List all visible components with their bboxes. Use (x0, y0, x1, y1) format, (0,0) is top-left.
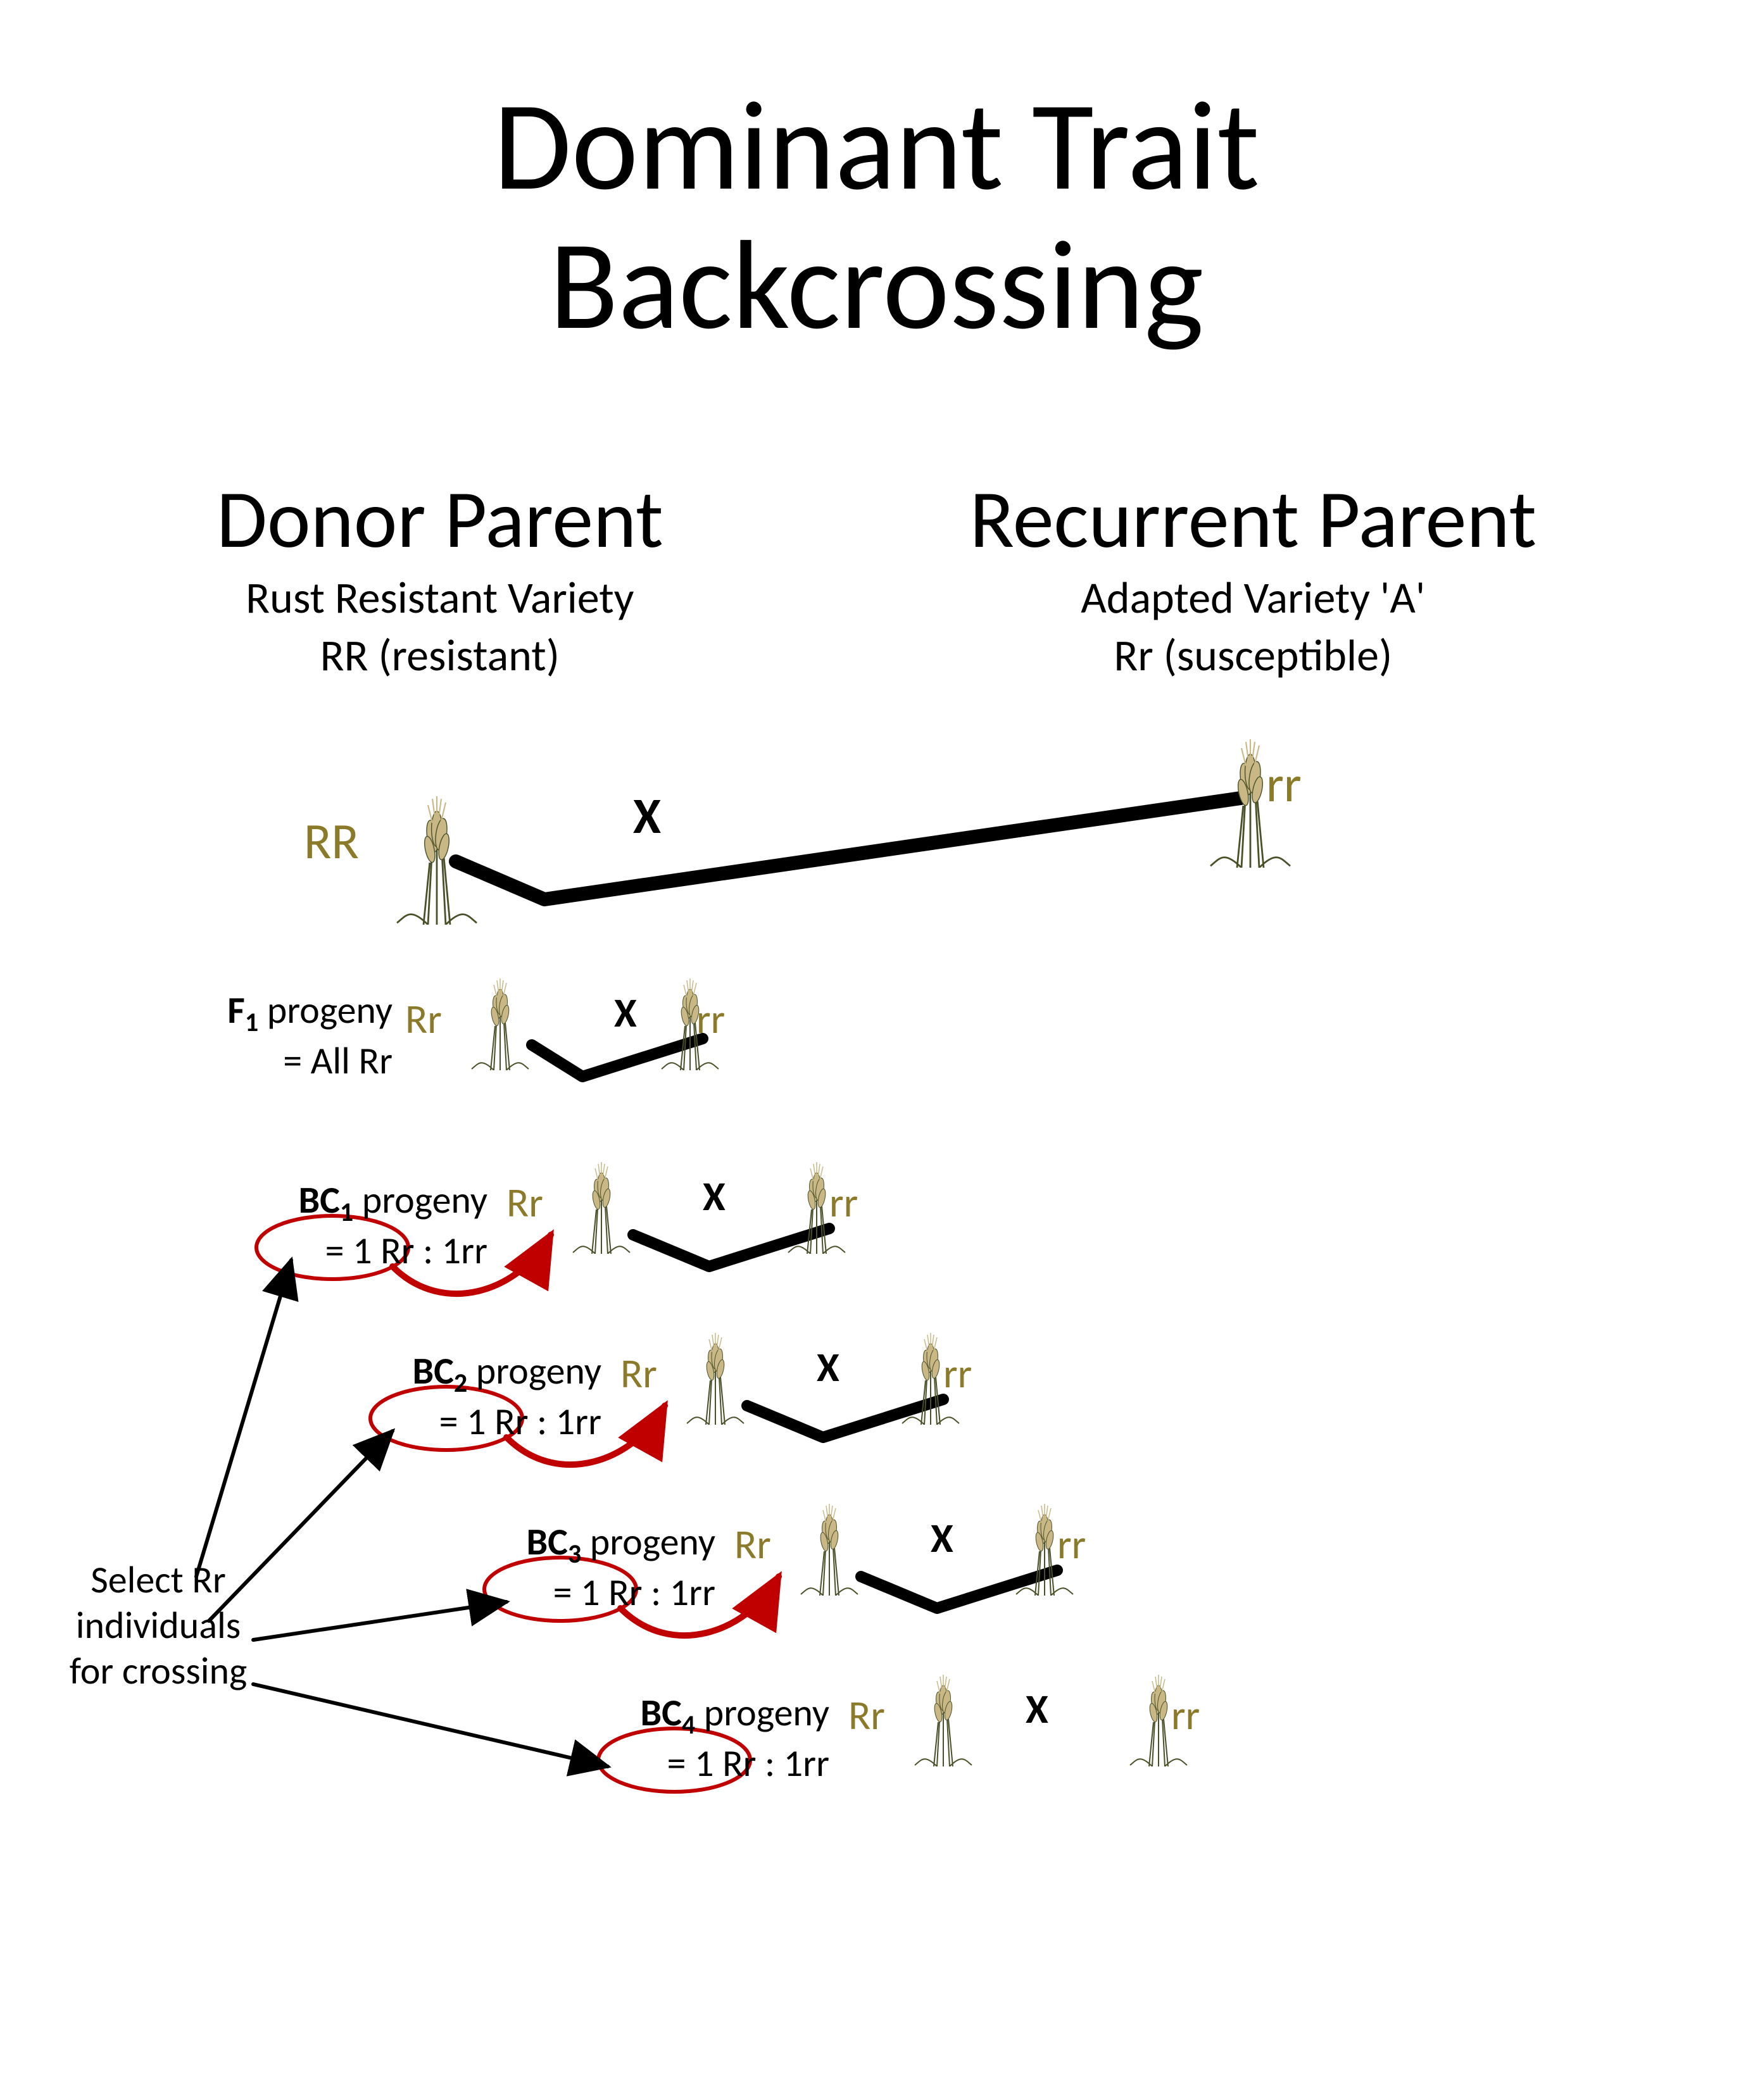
wheat-plant-icon (570, 1159, 633, 1254)
genotype-Rr-bc2: Rr (620, 1349, 657, 1399)
wheat-plant-icon (684, 1330, 747, 1425)
genotype-rr-f1: rr (696, 994, 725, 1044)
genotype-rr-initial: rr (1266, 754, 1302, 815)
page-title: Dominant Trait Backcrossing (0, 0, 1753, 354)
genotype-Rr-bc4: Rr (848, 1691, 885, 1741)
donor-title: Donor Parent (217, 468, 663, 569)
plant-Rr-bc3 (798, 1501, 861, 1599)
cross-x-bc4: X (1026, 1684, 1048, 1734)
plant-Rr-bc1 (570, 1159, 633, 1257)
plant-Rr-bc2 (684, 1330, 747, 1428)
cross-x-bc2: X (817, 1342, 839, 1392)
backcross-diagram: RR X (0, 735, 1753, 1937)
genotype-Rr-bc1: Rr (506, 1178, 543, 1228)
genotype-rr-bc3: rr (1057, 1520, 1086, 1570)
cross-line-initial (456, 798, 1241, 899)
cross-x-f1: X (614, 988, 637, 1038)
parent-labels: Donor Parent Rust Resistant Variety RR (… (0, 468, 1753, 684)
cross-x-bc3: X (931, 1513, 953, 1563)
genotype-Rr-bc3: Rr (734, 1520, 771, 1570)
plant-Rr-f1 (468, 975, 532, 1073)
recurrent-sub2: Rr (susceptible) (970, 627, 1536, 684)
f1-progeny-label: F1 progeny= All Rr (152, 988, 393, 1084)
plant-Rr-bc4 (912, 1672, 975, 1770)
plant-RR-initial (393, 792, 481, 928)
cross-x-bc1: X (703, 1172, 726, 1222)
diagram-svg (0, 735, 1753, 1937)
genotype-rr-bc1: rr (829, 1178, 858, 1228)
wheat-plant-icon (912, 1672, 975, 1766)
wheat-plant-icon (393, 792, 481, 925)
recurrent-parent-block: Recurrent Parent Adapted Variety 'A' Rr … (970, 468, 1536, 684)
select-arrow-1 (196, 1260, 291, 1577)
genotype-RR-initial: RR (304, 811, 359, 872)
bc1-progeny-label: BC1 progeny= 1 Rr : 1rr (196, 1178, 487, 1274)
bc4-progeny-label: BC4 progeny= 1 Rr : 1rr (538, 1691, 829, 1787)
select-label: Select Rrindividualsfor crossing (51, 1558, 266, 1694)
genotype-rr-bc4: rr (1171, 1691, 1200, 1741)
recurrent-sub1: Adapted Variety 'A' (970, 569, 1536, 627)
title-line2: Backcrossing (550, 208, 1204, 362)
title-line1: Dominant Trait (494, 68, 1260, 223)
bc3-progeny-label: BC3 progeny= 1 Rr : 1rr (424, 1520, 715, 1616)
donor-sub2: RR (resistant) (217, 627, 663, 684)
genotype-rr-bc2: rr (943, 1349, 972, 1399)
donor-sub1: Rust Resistant Variety (217, 569, 663, 627)
bc2-progeny-label: BC2 progeny= 1 Rr : 1rr (310, 1349, 601, 1445)
wheat-plant-icon (468, 975, 532, 1070)
genotype-Rr-f1: Rr (405, 994, 442, 1044)
wheat-plant-icon (798, 1501, 861, 1596)
donor-parent-block: Donor Parent Rust Resistant Variety RR (… (217, 468, 663, 684)
cross-x-initial: X (633, 785, 661, 847)
recurrent-title: Recurrent Parent (970, 468, 1536, 569)
